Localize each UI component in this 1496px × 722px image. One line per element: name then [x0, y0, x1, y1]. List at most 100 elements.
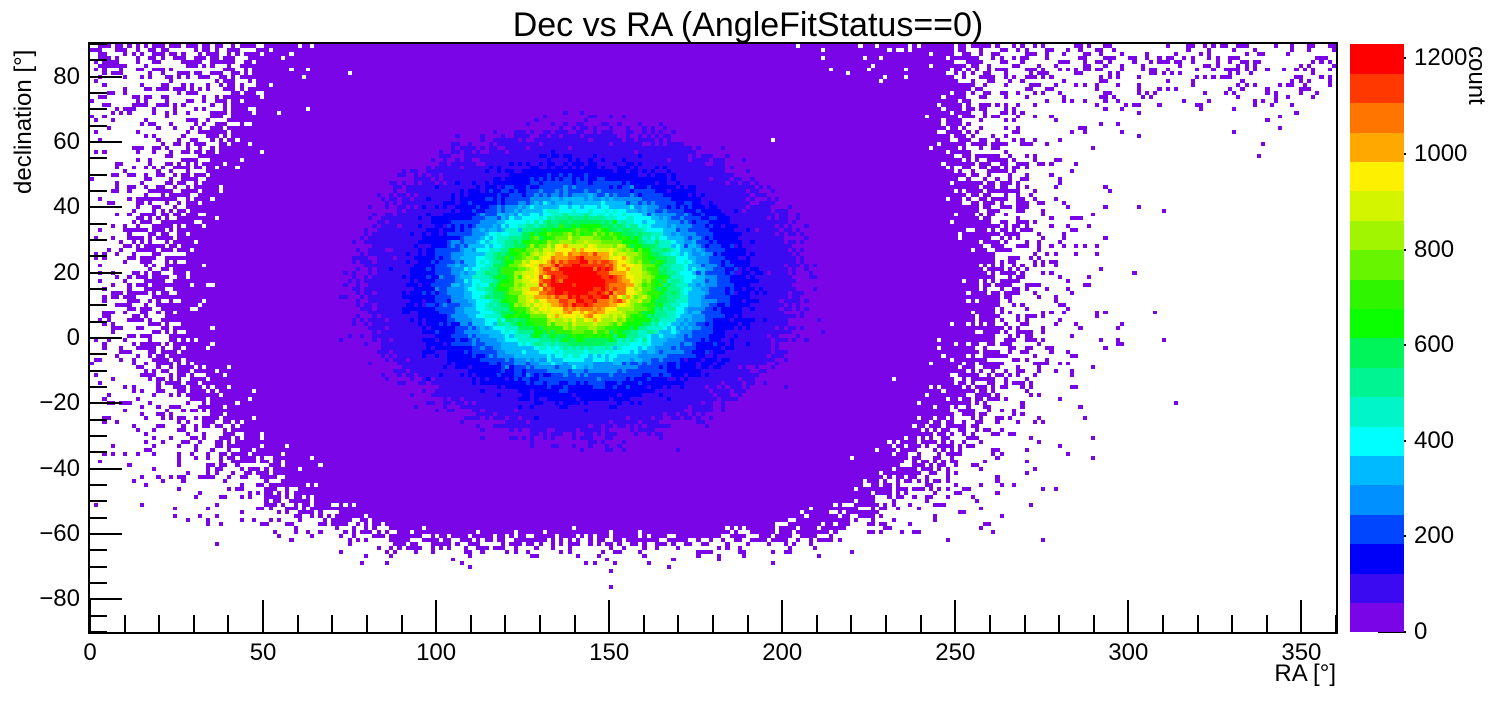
y-minor-tick: [90, 288, 107, 290]
z-tick-label: 600: [1414, 331, 1455, 359]
y-major-tick: [90, 271, 122, 274]
x-minor-tick: [712, 615, 714, 632]
x-major-tick: [435, 600, 438, 632]
y-minor-tick: [90, 369, 107, 372]
colorbar-band: [1350, 191, 1404, 221]
z-tick-label: 400: [1414, 426, 1455, 454]
x-minor-tick: [504, 615, 507, 632]
y-tick-label: 60: [53, 128, 80, 155]
x-major-tick: [608, 600, 611, 632]
x-major-tick: [781, 600, 784, 632]
y-tick-label: −60: [39, 520, 80, 547]
z-axis-title: count: [1463, 46, 1490, 105]
x-minor-tick: [365, 615, 368, 632]
y-major-tick: [90, 141, 122, 143]
colorbar-band: [1350, 220, 1404, 251]
colorbar-band: [1350, 44, 1404, 74]
y-minor-tick: [90, 484, 107, 486]
y-major-tick: [90, 337, 122, 339]
z-tick-label: 1200: [1414, 44, 1468, 72]
y-minor-tick: [90, 108, 107, 111]
z-tick-label: 0: [1414, 618, 1428, 645]
z-tick-label: 1000: [1414, 139, 1468, 167]
y-minor-tick: [90, 549, 107, 552]
x-major-tick: [262, 600, 265, 632]
y-tick-label: 80: [53, 62, 80, 90]
x-minor-tick: [885, 615, 888, 632]
x-tick-label: 50: [249, 639, 277, 666]
x-minor-tick: [1196, 615, 1199, 632]
x-tick-label: 0: [83, 639, 97, 666]
y-minor-tick: [90, 451, 107, 454]
y-major-tick: [90, 467, 122, 470]
colorbar-band: [1350, 543, 1404, 574]
z-tick-label: 800: [1414, 235, 1455, 263]
y-minor-tick: [90, 59, 107, 62]
y-minor-tick: [90, 190, 107, 192]
x-major-tick: [1300, 600, 1303, 632]
y-major-tick: [90, 75, 122, 78]
x-minor-tick: [227, 615, 230, 632]
y-minor-tick: [90, 255, 107, 258]
x-minor-tick: [400, 615, 403, 632]
x-minor-tick: [746, 615, 749, 632]
x-minor-tick: [192, 615, 195, 632]
y-axis-title: declination [°]: [10, 49, 37, 194]
y-major-tick: [90, 402, 122, 405]
y-minor-tick: [90, 386, 107, 388]
x-tick-label: 250: [935, 639, 976, 666]
colorbar-band: [1350, 161, 1404, 192]
y-minor-tick: [90, 582, 107, 584]
colorbar-band: [1350, 455, 1404, 486]
y-minor-tick: [90, 92, 107, 94]
x-minor-tick: [1161, 615, 1164, 632]
x-minor-tick: [815, 615, 818, 632]
y-minor-tick: [90, 173, 107, 176]
heatmap-canvas: [90, 44, 1336, 632]
colorbar-band: [1350, 249, 1404, 280]
y-major-tick: [90, 598, 122, 601]
y-minor-tick: [90, 565, 107, 568]
x-tick-label: 100: [416, 639, 457, 666]
y-tick-label: 40: [53, 193, 80, 221]
x-tick-label: 300: [1108, 639, 1149, 666]
y-minor-tick: [90, 631, 107, 633]
y-major-tick: [90, 533, 122, 535]
y-major-tick: [90, 206, 122, 209]
y-minor-tick: [90, 516, 107, 519]
x-minor-tick: [850, 615, 853, 632]
y-minor-tick: [90, 124, 107, 127]
y-minor-tick: [90, 500, 107, 503]
y-tick-label: 0: [66, 324, 80, 351]
x-minor-tick: [573, 615, 576, 632]
x-tick-label: 200: [762, 639, 803, 666]
colorbar-band: [1350, 102, 1404, 133]
x-minor-tick: [988, 615, 991, 632]
colorbar-band: [1350, 73, 1404, 104]
y-minor-tick: [90, 418, 107, 421]
y-minor-tick: [90, 614, 107, 617]
y-minor-tick: [90, 222, 107, 225]
y-tick-label: 20: [53, 258, 80, 286]
colorbar-band: [1350, 279, 1404, 310]
plot-title: Dec vs RA (AngleFitStatus==0): [512, 6, 984, 44]
x-minor-tick: [158, 615, 161, 632]
y-minor-tick: [90, 435, 107, 437]
x-tick-label: 350: [1281, 639, 1322, 666]
y-minor-tick: [90, 239, 107, 241]
x-minor-tick: [331, 615, 334, 632]
y-minor-tick: [90, 320, 107, 323]
x-tick-label: 150: [589, 639, 630, 666]
y-minor-tick: [90, 304, 107, 307]
y-tick-label: −80: [39, 585, 80, 613]
colorbar-band: [1350, 426, 1404, 457]
x-minor-tick: [1058, 615, 1061, 632]
x-minor-tick: [296, 615, 299, 632]
x-minor-tick: [538, 615, 541, 632]
colorbar-band: [1350, 132, 1404, 163]
colorbar-band: [1350, 308, 1404, 339]
y-tick-label: −40: [39, 454, 80, 482]
y-minor-tick: [90, 157, 107, 160]
z-tick-label: 200: [1414, 522, 1455, 550]
